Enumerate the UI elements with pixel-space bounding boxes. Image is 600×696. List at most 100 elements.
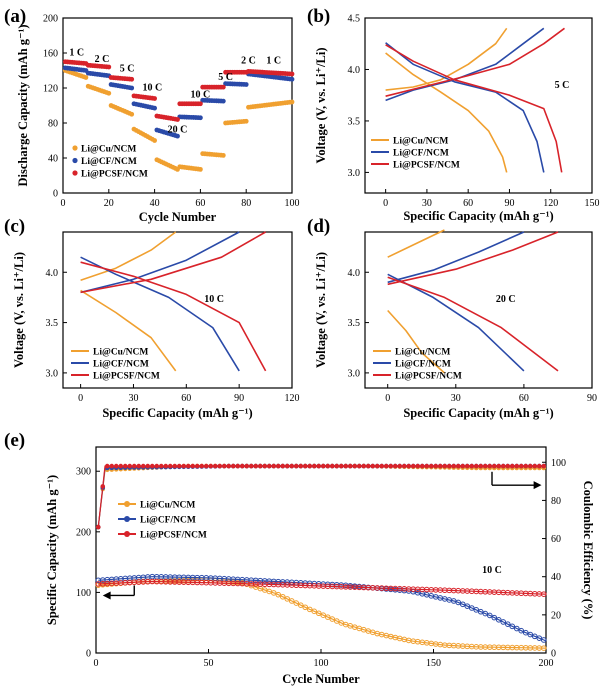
capacity-point xyxy=(522,629,529,636)
legend-label-li-cf-ncm: Li@CF/NCM xyxy=(93,360,149,370)
discharge-curve xyxy=(80,261,267,372)
efficiency-point xyxy=(356,463,362,469)
efficiency-point xyxy=(442,463,448,469)
efficiency-point xyxy=(203,463,209,469)
panel-letter: (b) xyxy=(307,6,330,27)
data-point xyxy=(152,105,158,111)
efficiency-point xyxy=(185,463,191,469)
efficiency-point xyxy=(235,463,241,469)
data-point xyxy=(83,75,89,80)
capacity-point xyxy=(306,606,313,613)
right-axis-arrowhead xyxy=(533,481,542,490)
efficiency-point xyxy=(172,463,178,469)
discharge-curve xyxy=(80,289,177,372)
efficiency-point xyxy=(226,463,232,469)
data-point xyxy=(198,115,203,121)
y-axis-label: Discharge Capacity (mAh g⁻¹) xyxy=(16,24,30,186)
y-tick-label: 0 xyxy=(53,189,58,200)
efficiency-point xyxy=(473,463,479,469)
capacity-point xyxy=(500,619,507,625)
capacity-point xyxy=(302,604,309,611)
legend-marker xyxy=(72,157,78,164)
x-tick-label: 0 xyxy=(61,198,66,209)
efficiency-point xyxy=(307,463,313,469)
efficiency-point xyxy=(275,463,281,469)
discharge-curve xyxy=(385,44,563,173)
y2-axis-label: Coulombic Efficiency (%) xyxy=(581,481,595,620)
data-point xyxy=(220,84,226,90)
efficiency-point xyxy=(478,463,484,469)
efficiency-point xyxy=(176,463,182,469)
y-tick-label: 200 xyxy=(76,527,91,538)
y-axis-label: Voltage (V, vs. Li⁺/Li) xyxy=(12,252,26,368)
discharge-curve xyxy=(387,276,559,372)
capacity-point xyxy=(455,599,462,606)
efficiency-point xyxy=(271,463,277,469)
efficiency-point xyxy=(217,463,223,469)
x-tick-label: 0 xyxy=(385,393,390,404)
efficiency-point xyxy=(325,463,331,469)
efficiency-point xyxy=(163,463,169,469)
efficiency-point xyxy=(100,484,106,489)
plot-frame xyxy=(95,446,547,654)
x-tick-label: 100 xyxy=(314,658,329,669)
y-tick-label: 3.0 xyxy=(348,168,361,179)
x-tick-label: 60 xyxy=(463,198,473,209)
efficiency-point xyxy=(374,463,380,469)
capacity-point xyxy=(509,623,516,630)
x-tick-label: 0 xyxy=(78,393,83,404)
charge-curve xyxy=(80,231,266,294)
capacity-point xyxy=(513,625,520,632)
y-axis-label: Voltage (V, vs. Li⁺/Li) xyxy=(314,48,328,164)
efficiency-point xyxy=(392,463,398,469)
charge-curve xyxy=(387,231,559,286)
legend-marker xyxy=(124,516,130,522)
x-axis-label: Specific Capacity (mAh g⁻¹) xyxy=(102,406,252,420)
efficiency-point xyxy=(158,463,164,469)
plot-frame xyxy=(364,17,593,194)
y-tick-label: 3.0 xyxy=(348,368,361,379)
data-point xyxy=(198,166,203,172)
x-tick-label: 0 xyxy=(94,658,99,669)
efficiency-point xyxy=(113,463,119,469)
capacity-point xyxy=(279,593,286,600)
capacity-point xyxy=(284,596,291,602)
x-tick-label: 200 xyxy=(539,658,554,669)
legend-label-li-cu-ncm: Li@Cu/NCM xyxy=(393,137,448,147)
panel-letter: (d) xyxy=(307,216,330,237)
legend-label-li-pcsf-ncm: Li@PCSF/NCM xyxy=(140,531,207,541)
capacity-point xyxy=(504,621,511,627)
capacity-point xyxy=(459,601,466,608)
efficiency-point xyxy=(406,463,412,469)
capacity-point xyxy=(477,608,484,615)
efficiency-point xyxy=(230,463,236,469)
efficiency-point xyxy=(95,524,101,530)
x-tick-label: 120 xyxy=(543,198,558,209)
data-point xyxy=(106,64,112,70)
efficiency-point xyxy=(361,463,367,469)
efficiency-point xyxy=(298,463,304,469)
efficiency-point xyxy=(437,463,443,469)
charge-curve xyxy=(385,27,565,97)
efficiency-point xyxy=(212,463,218,469)
efficiency-point xyxy=(145,463,151,469)
x-tick-label: 60 xyxy=(195,198,205,209)
capacity-point xyxy=(275,591,282,598)
efficiency-point xyxy=(388,463,394,469)
efficiency-point xyxy=(118,463,124,469)
charge-curve xyxy=(385,27,545,102)
rate-label: 2 C xyxy=(241,56,256,67)
data-point xyxy=(220,98,226,104)
data-point xyxy=(152,138,158,143)
x-tick-label: 150 xyxy=(585,198,600,209)
efficiency-point xyxy=(149,463,155,469)
efficiency-point xyxy=(293,463,299,469)
efficiency-point xyxy=(257,463,263,469)
charge-curve xyxy=(80,231,177,282)
legend-label-li-cu-ncm: Li@Cu/NCM xyxy=(93,348,148,358)
y-tick-label: 3.5 xyxy=(46,318,59,329)
efficiency-point xyxy=(221,463,227,469)
efficiency-point xyxy=(415,463,421,469)
x-tick-label: 90 xyxy=(504,198,514,209)
